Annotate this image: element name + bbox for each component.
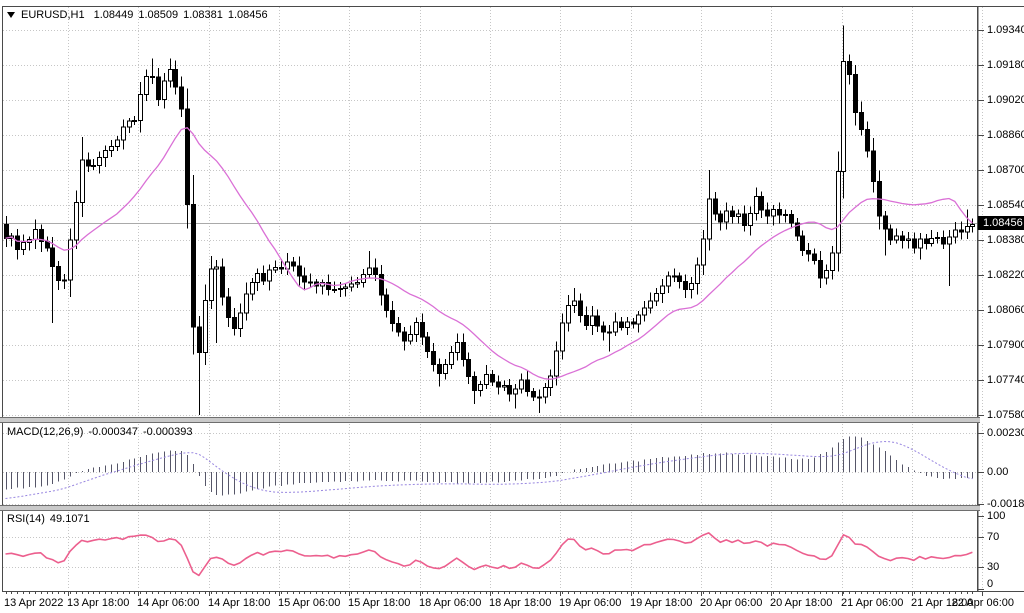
macd-main-value: -0.000347 (88, 426, 138, 438)
time-axis-label: 22 Apr 06:00 (951, 597, 1014, 609)
price-axis-label: 1.09180 (987, 59, 1024, 71)
panel-separator-macd[interactable] (0, 417, 980, 423)
price-axis-label: 1.08700 (987, 164, 1024, 176)
rsi-axis-label: 100 (987, 510, 1006, 522)
price-axis-label: 1.09020 (987, 94, 1024, 106)
price-axis-label: 1.08060 (987, 304, 1024, 316)
rsi-indicator-label: RSI(14) (7, 513, 45, 525)
time-axis-label: 15 Apr 06:00 (278, 597, 341, 609)
macd-axis-label: 0.002306 (987, 426, 1024, 439)
time-ticks (6, 592, 983, 596)
current-price-box: 1.08456 (978, 216, 1024, 230)
rsi-indicator-header: RSI(14) 49.1071 (7, 513, 95, 525)
rsi-axis-label: 0 (987, 578, 994, 590)
macd-axis-label: -0.001858 (987, 497, 1024, 510)
price-axis-label: 1.08380 (987, 234, 1024, 246)
candle-wicks (6, 25, 973, 415)
chart-frame (2, 6, 1024, 592)
time-axis-label: 15 Apr 18:00 (348, 597, 411, 609)
rsi-grid (3, 537, 977, 568)
time-axis-label: 20 Apr 06:00 (700, 597, 763, 609)
macd-signal-line (5, 440, 973, 499)
price-axis-label: 1.09340 (987, 24, 1024, 36)
price-axis-label: 1.07580 (987, 409, 1024, 421)
time-axis-label: 19 Apr 06:00 (559, 597, 622, 609)
bar-open-value: 1.08449 (93, 9, 134, 21)
rsi-axis-label: 70 (987, 531, 1000, 544)
rsi-value: 49.1071 (49, 513, 90, 525)
symbol-dropdown-icon[interactable] (7, 12, 15, 19)
time-axis-label: 21 Apr 06:00 (841, 597, 904, 609)
macd-signal-value: -0.000393 (142, 426, 193, 438)
bar-close-value: 1.08456 (227, 9, 268, 21)
rsi-axis-label: 30 (987, 560, 1000, 573)
bar-high-value: 1.08509 (138, 9, 179, 21)
time-axis-label: 14 Apr 06:00 (137, 597, 200, 609)
time-axis-label: 21 Apr 18:00 (911, 597, 974, 609)
price-axis-label: 1.08220 (987, 269, 1024, 281)
rsi-line (5, 532, 973, 577)
macd-indicator-label: MACD(12,26,9) (7, 426, 84, 438)
macd-grid (3, 433, 977, 505)
time-axis-label: 14 Apr 18:00 (208, 597, 271, 609)
macd-axis-label: 0.00 (987, 466, 1009, 478)
chart-header: EURUSD,H1 1.08449 1.08509 1.08381 1.08456 (7, 9, 273, 21)
bar-low-value: 1.08381 (183, 9, 223, 21)
price-axis-label: 1.07740 (987, 374, 1024, 386)
time-axis-label: 18 Apr 06:00 (419, 597, 482, 609)
macd-indicator-header: MACD(12,26,9) -0.000347 -0.000393 (7, 426, 198, 438)
price-axis-label: 1.08860 (987, 129, 1024, 141)
time-axis-label: 13 Apr 2022 (4, 597, 64, 609)
price-axis-label: 1.08540 (987, 199, 1024, 211)
time-axis-label: 20 Apr 18:00 (770, 597, 833, 609)
ma-line (5, 126, 973, 380)
macd-histogram (5, 436, 974, 496)
panel-separator-rsi[interactable] (0, 505, 980, 511)
symbol-timeframe-label: EURUSD,H1 (21, 9, 85, 21)
time-axis-label: 19 Apr 18:00 (630, 597, 693, 609)
time-axis-label: 13 Apr 18:00 (67, 597, 130, 609)
candle-bodies (4, 60, 975, 399)
time-axis-label: 18 Apr 18:00 (489, 597, 552, 609)
grid-lines (3, 7, 983, 590)
price-axis-label: 1.07900 (987, 339, 1024, 351)
